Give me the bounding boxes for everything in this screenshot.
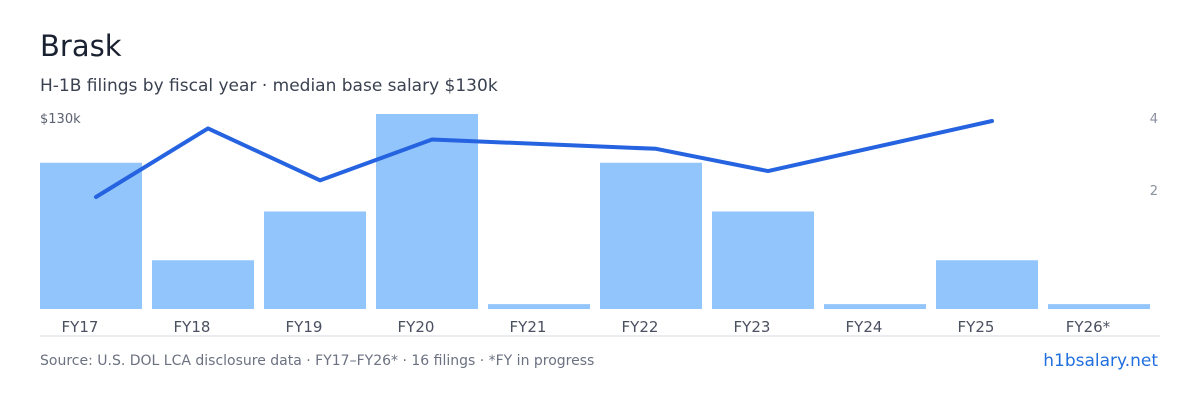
x-tick-label: FY20 bbox=[398, 318, 435, 336]
bar-fy20 bbox=[376, 114, 478, 309]
bar-fy26 bbox=[1048, 304, 1150, 309]
site-link[interactable]: h1bsalary.net bbox=[1043, 351, 1158, 371]
bar-fy23 bbox=[712, 211, 814, 309]
x-tick-label: FY24 bbox=[846, 318, 883, 336]
x-tick-label: FY25 bbox=[958, 318, 995, 336]
left-axis-tick-label: $130k bbox=[40, 112, 81, 127]
x-tick-label: FY17 bbox=[62, 318, 99, 336]
x-tick-label: FY19 bbox=[286, 318, 323, 336]
chart-subtitle: H-1B filings by fiscal year · median bas… bbox=[40, 76, 498, 96]
x-tick-label: FY21 bbox=[510, 318, 547, 336]
bar-fy17 bbox=[40, 162, 142, 309]
right-axis-tick-label-top: 4 bbox=[1149, 112, 1158, 127]
salary-line bbox=[94, 119, 994, 199]
x-tick-label: FY22 bbox=[622, 318, 659, 336]
bar-fy18 bbox=[152, 260, 254, 309]
x-tick-label: FY26* bbox=[1066, 318, 1111, 336]
bar-fy24 bbox=[824, 304, 926, 309]
bar-fy25 bbox=[936, 260, 1038, 309]
bar-fy22 bbox=[600, 162, 702, 309]
bar-fy21 bbox=[488, 304, 590, 309]
bar-fy19 bbox=[264, 211, 366, 309]
x-tick-label: FY18 bbox=[174, 318, 211, 336]
chart-title: Brask bbox=[40, 29, 122, 63]
source-note: Source: U.S. DOL LCA disclosure data · F… bbox=[40, 353, 595, 369]
right-axis-tick-label-mid: 2 bbox=[1149, 184, 1158, 199]
x-tick-label: FY23 bbox=[734, 318, 771, 336]
